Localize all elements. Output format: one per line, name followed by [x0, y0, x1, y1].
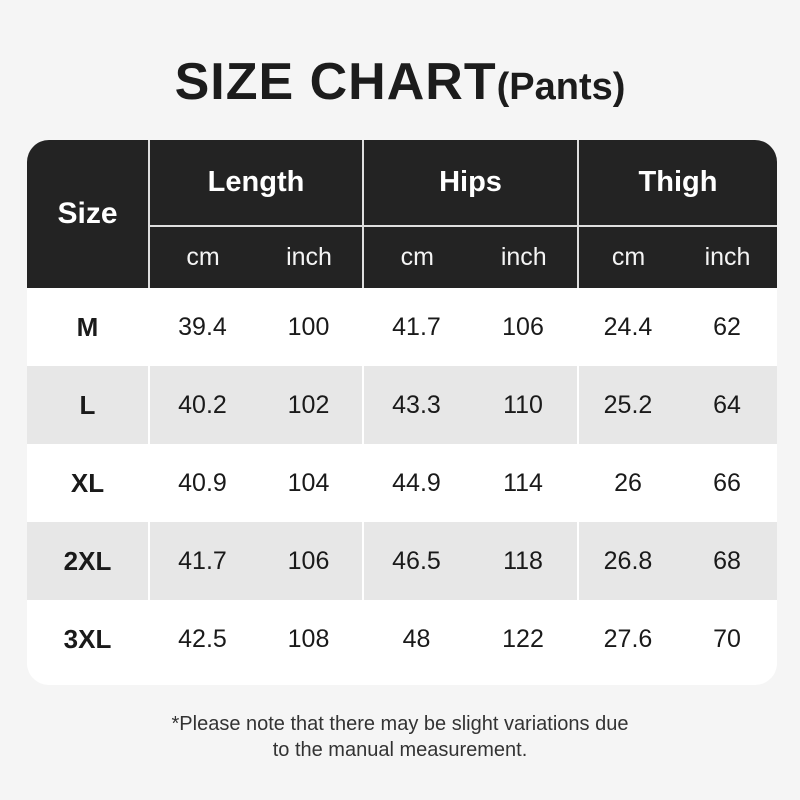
- cell-hips-inch: 122: [502, 624, 544, 653]
- cell-length-cm: 41.7: [148, 522, 255, 600]
- row-size-label: 3XL: [63, 623, 112, 654]
- header-group-length-label: Length: [150, 140, 362, 227]
- cell-length-inch: 104: [287, 468, 330, 497]
- table-row-3xl: 3XL 42.5 108 48 122 27.6 70: [27, 600, 777, 678]
- row-size-label: 2XL: [63, 545, 112, 576]
- page-title: SIZE CHART(Pants): [0, 52, 800, 112]
- cell-hips-cm: 48: [362, 600, 469, 678]
- cell-hips-cm: 44.9: [362, 444, 469, 522]
- cell-thigh-inch: 62: [713, 312, 741, 341]
- cell-length-inch: 100: [287, 312, 330, 341]
- header-size-label: Size: [57, 197, 118, 230]
- disclaimer-line-2: to the manual measurement.: [272, 738, 528, 761]
- cell-length-inch: 108: [287, 624, 330, 653]
- header-group-thigh-label: Thigh: [579, 140, 777, 227]
- header-group-thigh-units: cm inch: [579, 227, 777, 288]
- table-row-2xl: 2XL 41.7 106 46.5 118 26.8 68: [27, 522, 777, 600]
- unit-label-cm: cm: [611, 243, 646, 271]
- cell-hips-inch: 110: [503, 390, 543, 419]
- header-group-hips-label: Hips: [364, 140, 577, 227]
- cell-length-inch: 102: [287, 390, 330, 419]
- cell-thigh-cm: 25.2: [577, 366, 677, 444]
- header-group-length: Length cm inch: [148, 140, 362, 288]
- cell-length-cm: 40.2: [148, 366, 255, 444]
- cell-length-cm: 42.5: [148, 600, 255, 678]
- unit-label-cm: cm: [400, 243, 434, 271]
- table-row-xl: XL 40.9 104 44.9 114 26 66: [27, 444, 777, 522]
- table-row-m: M 39.4 100 41.7 106 24.4 62: [27, 288, 777, 366]
- cell-hips-inch: 106: [502, 312, 544, 341]
- cell-thigh-cm: 26: [577, 444, 677, 522]
- row-size-label: XL: [70, 467, 105, 498]
- row-size-label: L: [79, 389, 96, 420]
- cell-hips-inch: 118: [503, 546, 543, 575]
- cell-thigh-cm: 26.8: [577, 522, 677, 600]
- page-title-main: SIZE CHART: [174, 53, 497, 111]
- cell-hips-cm: 46.5: [362, 522, 469, 600]
- unit-label-cm: cm: [186, 243, 220, 271]
- size-chart-table: Size Length cm inch Hips cm inch Thigh c…: [27, 140, 777, 685]
- cell-thigh-inch: 66: [713, 468, 741, 497]
- cell-thigh-inch: 64: [713, 390, 741, 419]
- unit-label-inch: inch: [286, 243, 332, 271]
- cell-thigh-cm: 27.6: [577, 600, 677, 678]
- cell-hips-cm: 41.7: [362, 288, 469, 366]
- cell-hips-inch: 114: [503, 468, 543, 497]
- cell-length-inch: 106: [287, 546, 330, 575]
- cell-hips-cm: 43.3: [362, 366, 469, 444]
- measurement-disclaimer: *Please note that there may be slight va…: [0, 712, 800, 763]
- table-row-l: L 40.2 102 43.3 110 25.2 64: [27, 366, 777, 444]
- unit-label-inch: inch: [704, 243, 751, 271]
- row-size-label: M: [76, 311, 99, 342]
- page-title-suffix: (Pants): [496, 66, 626, 108]
- cell-thigh-cm: 24.4: [577, 288, 677, 366]
- header-group-hips-units: cm inch: [364, 227, 577, 288]
- header-group-length-units: cm inch: [150, 227, 362, 288]
- unit-label-inch: inch: [500, 243, 547, 271]
- table-header: Size Length cm inch Hips cm inch Thigh c…: [27, 140, 777, 288]
- disclaimer-line-1: *Please note that there may be slight va…: [171, 713, 629, 735]
- cell-thigh-inch: 70: [713, 624, 741, 653]
- header-group-hips: Hips cm inch: [362, 140, 577, 288]
- cell-length-cm: 40.9: [148, 444, 255, 522]
- cell-thigh-inch: 68: [713, 546, 741, 575]
- header-group-thigh: Thigh cm inch: [577, 140, 777, 288]
- cell-length-cm: 39.4: [148, 288, 255, 366]
